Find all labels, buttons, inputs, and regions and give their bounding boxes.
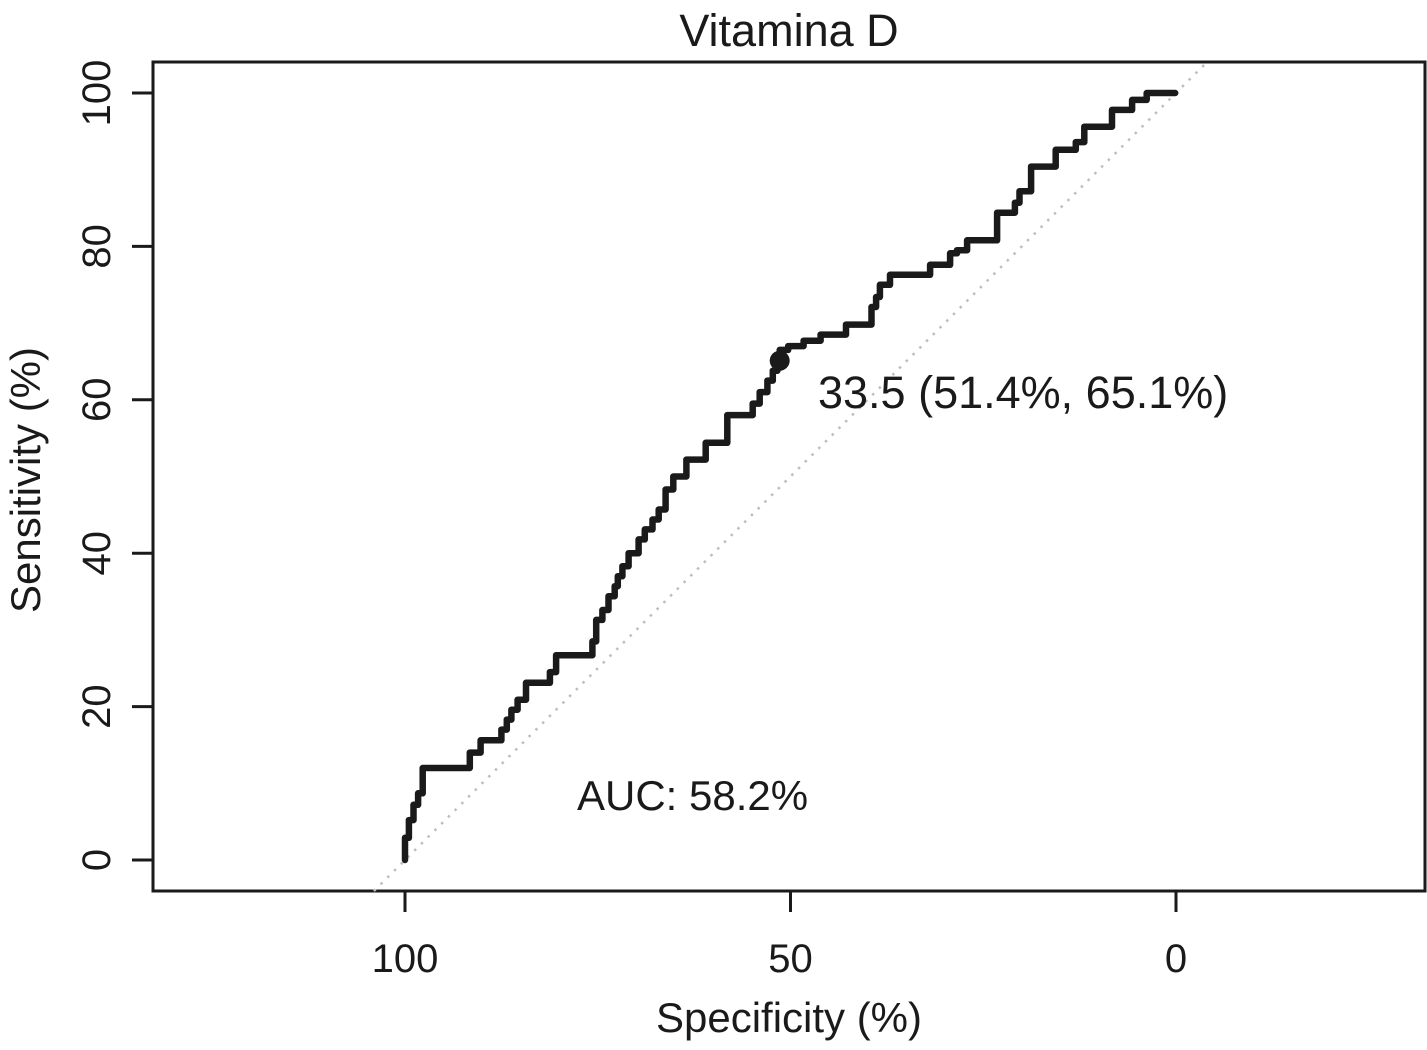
best-threshold-point [769, 350, 790, 371]
x-axis: 100 50 0 [372, 891, 1187, 981]
chart-title: Vitamina D [679, 5, 898, 56]
auc-label: AUC: 58.2% [577, 772, 808, 819]
y-axis-title: Sensitivity (%) [2, 347, 49, 613]
x-tick-label: 50 [768, 937, 813, 981]
chance-diagonal-line [373, 61, 1208, 892]
best-threshold-label: 33.5 (51.4%, 65.1%) [818, 367, 1228, 418]
y-tick-label: 0 [75, 849, 119, 871]
y-tick-label: 60 [75, 378, 119, 423]
x-tick-label: 0 [1165, 937, 1187, 981]
y-axis: 0 20 40 60 80 100 [75, 60, 153, 871]
y-tick-label: 80 [75, 224, 119, 269]
roc-curve [401, 89, 1179, 864]
y-tick-label: 40 [75, 531, 119, 576]
x-tick-label: 100 [372, 937, 439, 981]
y-tick-label: 20 [75, 684, 119, 729]
x-axis-title: Specificity (%) [656, 994, 922, 1041]
y-tick-label: 100 [75, 60, 119, 127]
